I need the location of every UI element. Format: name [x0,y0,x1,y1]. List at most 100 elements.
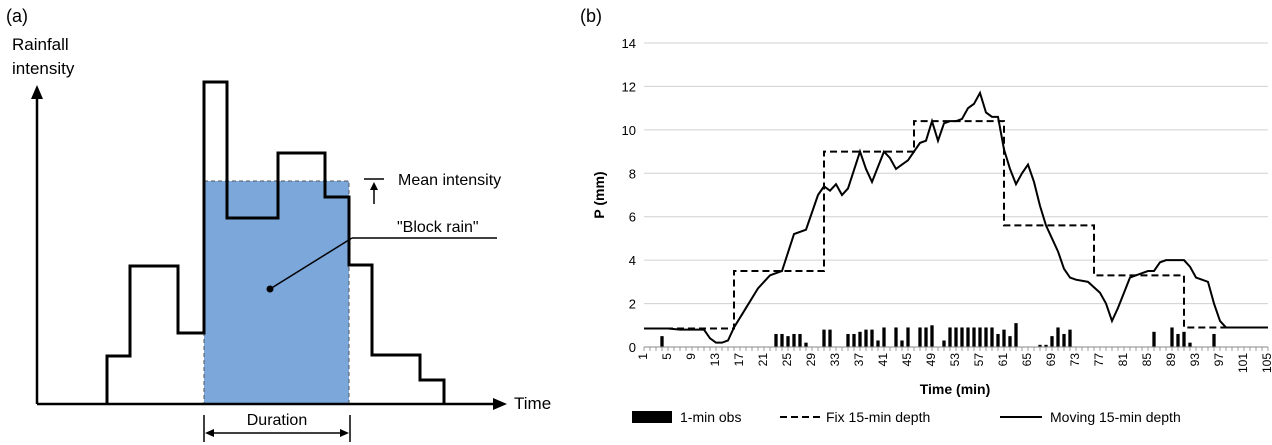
obs-bar [1014,323,1018,347]
obs-bar [870,329,874,347]
x-tick-label: 81 [1116,353,1130,367]
obs-bar [1062,333,1066,347]
obs-bar [774,333,778,347]
fix-depth-line [644,120,1268,330]
panel-a-ylabel-line2: intensity [12,59,75,78]
obs-bar [828,329,832,347]
obs-bar [930,325,934,347]
obs-bar [906,327,910,347]
obs-bar [864,329,868,347]
obs-bar [660,336,664,347]
y-axis-label: P (mm) [591,171,607,218]
obs-bar [1170,327,1174,347]
hyetograph-outline [105,80,446,404]
obs-bar [960,327,964,347]
obs-bar [918,327,922,347]
y-tick-label: 6 [629,210,636,225]
obs-bar [942,340,946,347]
x-tick-label: 77 [1092,353,1106,367]
obs-bar [792,333,796,347]
panel-a: (a) Rainfall intensity Time Mean intensi… [6,6,551,442]
obs-bar [1212,333,1216,347]
legend-obs-swatch [632,411,672,423]
y-tick-label: 0 [629,340,636,355]
y-tick-label: 12 [622,79,636,94]
legend: 1-min obs Fix 15-min depth Moving 15-min… [632,409,1181,425]
obs-bar [852,333,856,347]
obs-bar [900,340,904,347]
obs-bar [786,336,790,347]
x-tick-label: 85 [1140,353,1154,367]
obs-bar [1044,344,1048,347]
obs-bar [858,331,862,347]
panel-a-ylabel-line1: Rainfall [12,35,69,54]
panel-b-tag: (b) [580,6,602,26]
panel-b: (b) 0 2 4 6 8 10 12 14 1 5 9 13 17 21 25 29 33 37 41 45 49 5… [580,6,1272,425]
duration-arrow-left [205,429,214,437]
x-tick-label: 41 [876,353,890,367]
panel-a-y-arrow [31,85,43,99]
obs-bar [882,327,886,347]
obs-bar [1056,327,1060,347]
legend-obs-label: 1-min obs [680,409,741,425]
obs-bar [954,327,958,347]
obs-bar [822,329,826,347]
obs-bar [1050,336,1054,347]
obs-bar [1008,336,1012,347]
obs-bar [978,327,982,347]
obs-bar [966,327,970,347]
mean-intensity-arrow-head [370,182,378,190]
x-tick-label: 9 [684,353,698,360]
obs-bar [984,327,988,347]
mean-intensity-label: Mean intensity [398,172,501,189]
x-tick-label: 45 [900,353,914,367]
gridlines [644,42,1268,305]
obs-bar [1002,329,1006,347]
x-axis-label: Time (min) [920,381,991,397]
obs-bar [804,342,808,347]
block-rain-label: "Block rain" [397,219,479,236]
x-tick-label: 89 [1164,353,1178,367]
x-tick-labels: 1 5 9 13 17 21 25 29 33 37 41 45 49 53 57 61 65 69 73 77 81 8… [636,353,1272,373]
obs-bar [798,333,802,347]
y-tick-labels: 0 2 4 6 8 10 12 14 [622,36,636,355]
obs-bar [948,327,952,347]
panel-a-xlabel: Time [514,394,551,413]
moving-depth-series [644,90,1268,344]
obs-bar [1182,331,1186,347]
x-tick-label: 49 [924,353,938,367]
legend-moving-label: Moving 15-min depth [1050,409,1181,425]
panel-a-x-arrow [493,398,507,410]
x-tick-label: 57 [972,353,986,367]
y-tick-label: 4 [629,253,636,268]
x-tick-label: 37 [852,353,866,367]
moving-depth-line [644,90,1268,344]
obs-bar [894,327,898,347]
obs-bar [846,333,850,347]
y-tick-label: 2 [629,297,636,312]
x-tick-label: 61 [996,353,1010,367]
x-tick-label: 97 [1212,353,1226,367]
x-tick-label: 69 [1044,353,1058,367]
y-tick-label: 10 [622,123,636,138]
x-tick-label: 73 [1068,353,1082,367]
panel-b-axes [643,346,1269,351]
x-tick-label: 21 [756,353,770,367]
obs-bar [876,340,880,347]
legend-fix-label: Fix 15-min depth [826,409,930,425]
obs-bar [1038,344,1042,347]
x-tick-label: 1 [636,353,650,360]
x-tick-label: 5 [660,353,674,360]
x-tick-label: 93 [1188,353,1202,367]
x-tick-label: 25 [780,353,794,367]
block-rain-pointer [269,237,353,290]
obs-bar [1068,329,1072,347]
x-tick-label: 101 [1236,353,1250,373]
obs-bar [996,333,1000,347]
y-tick-label: 14 [622,36,636,51]
duration-label: Duration [247,412,307,429]
duration-arrow-right [340,429,349,437]
y-tick-label: 8 [629,166,636,181]
x-tick-label: 65 [1020,353,1034,367]
